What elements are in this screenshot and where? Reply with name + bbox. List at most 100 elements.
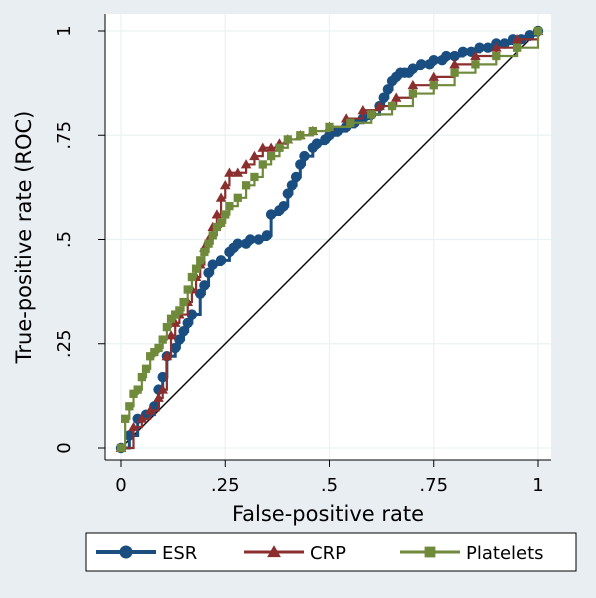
data-point-crp — [470, 50, 481, 60]
data-point-platelets — [208, 231, 217, 240]
y-tick-label: .75 — [54, 121, 75, 150]
data-point-esr — [174, 334, 185, 345]
data-point-esr — [290, 171, 302, 183]
data-point-platelets — [283, 135, 292, 144]
data-point-platelets — [158, 335, 167, 344]
data-point-platelets — [533, 26, 543, 36]
data-point-esr — [407, 63, 419, 74]
data-point-esr — [178, 326, 189, 337]
data-point-platelets — [325, 122, 334, 132]
series — [115, 25, 544, 454]
data-point-crp — [265, 142, 277, 152]
x-tick-label: .25 — [211, 475, 240, 496]
legend: ESR CRP Platelets — [85, 532, 577, 572]
x-tick-label: .5 — [321, 475, 338, 496]
data-point-platelets — [346, 118, 355, 127]
data-point-platelets — [429, 81, 438, 90]
legend-label-crp: CRP — [310, 543, 346, 564]
data-point-crp — [407, 79, 419, 90]
data-point-crp — [144, 405, 156, 415]
data-point-crp — [169, 317, 181, 327]
data-point-crp — [374, 100, 385, 111]
data-point-esr — [195, 288, 206, 299]
data-point-platelets — [141, 364, 151, 373]
data-point-crp — [153, 392, 164, 402]
data-point-esr — [203, 267, 214, 279]
data-point-platelets — [166, 314, 176, 323]
data-point-esr — [278, 200, 289, 212]
data-point-esr — [170, 342, 181, 354]
data-point-platelets — [221, 210, 230, 219]
y-tick-label: .5 — [54, 231, 75, 248]
x-axis-label: False-positive rate — [232, 502, 424, 526]
data-point-crp — [128, 421, 139, 432]
grid-lines — [105, 14, 551, 460]
data-point-esr — [457, 46, 469, 58]
data-point-esr — [286, 180, 298, 191]
data-point-platelets — [179, 297, 188, 307]
data-point-platelets — [216, 218, 226, 227]
data-point-esr — [474, 42, 485, 53]
legend-marker-crp — [267, 545, 281, 558]
data-point-platelets — [125, 402, 134, 411]
data-point-platelets — [129, 389, 138, 398]
data-point-platelets — [308, 126, 317, 136]
data-point-esr — [124, 430, 135, 441]
data-point-platelets — [154, 343, 163, 353]
data-point-esr — [295, 159, 306, 170]
data-point-crp — [428, 71, 440, 81]
legend-marker-platelets — [424, 546, 436, 558]
data-point-crp — [249, 150, 260, 161]
data-point-esr — [245, 234, 256, 245]
data-point-platelets — [296, 131, 305, 140]
data-point-crp — [232, 167, 244, 177]
data-point-esr — [428, 54, 439, 66]
data-point-esr — [378, 92, 389, 103]
data-point-esr — [311, 138, 323, 149]
reference-diagonal-line — [120, 30, 539, 449]
data-point-platelets — [204, 239, 213, 248]
data-point-platelets — [196, 256, 205, 265]
data-point-esr — [382, 84, 394, 95]
data-point-platelets — [146, 352, 155, 361]
x-tick-label: 0 — [115, 475, 126, 496]
data-point-esr — [261, 230, 273, 241]
series-platelets — [116, 26, 543, 453]
data-point-platelets — [258, 160, 267, 169]
data-point-esr — [299, 150, 310, 162]
y-axis-label: True-positive rate (ROC) — [12, 111, 36, 365]
data-point-platelets — [225, 202, 234, 211]
data-point-platelets — [187, 272, 197, 282]
data-point-esr — [265, 209, 277, 220]
y-tick-label: 0 — [54, 442, 75, 453]
legend-box — [85, 532, 577, 572]
data-point-esr — [324, 130, 335, 141]
data-point-platelets — [275, 143, 284, 152]
data-point-crp — [165, 330, 177, 340]
data-point-platelets — [175, 306, 184, 315]
data-point-esr — [482, 42, 494, 53]
data-point-crp — [211, 209, 223, 219]
data-point-platelets — [266, 151, 276, 161]
data-point-esr — [207, 259, 218, 270]
data-point-crp — [357, 104, 369, 115]
y-tick-label: 1 — [54, 25, 75, 36]
ticks: 0 .25 .5 .75 1 0 .25 .5 .75 1 — [54, 25, 544, 496]
data-point-platelets — [492, 51, 501, 61]
data-point-crp — [390, 92, 402, 102]
data-point-platelets — [241, 181, 251, 190]
data-point-platelets — [233, 193, 242, 202]
data-point-esr — [232, 238, 243, 249]
data-point-esr — [186, 309, 198, 320]
data-point-platelets — [200, 247, 209, 257]
data-point-platelets — [513, 43, 522, 52]
data-point-crp — [224, 167, 235, 177]
data-point-platelets — [162, 322, 172, 332]
data-point-crp — [449, 59, 460, 69]
data-point-platelets — [408, 89, 418, 98]
data-point-esr — [524, 29, 535, 41]
data-point-crp — [240, 159, 252, 169]
y-tick-label: .25 — [54, 329, 75, 358]
data-point-esr — [215, 255, 227, 266]
